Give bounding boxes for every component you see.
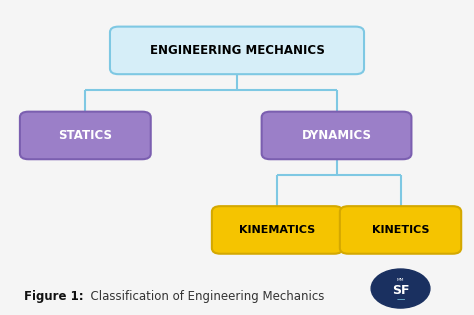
FancyBboxPatch shape [262,112,411,159]
Circle shape [371,269,430,308]
FancyBboxPatch shape [340,206,461,254]
Text: Figure 1:: Figure 1: [24,290,83,303]
FancyBboxPatch shape [110,27,364,74]
Text: STATICS: STATICS [58,129,112,142]
FancyBboxPatch shape [212,206,343,254]
Text: ENGINEERING MECHANICS: ENGINEERING MECHANICS [150,44,324,57]
Text: SF: SF [392,284,409,297]
Text: KINEMATICS: KINEMATICS [239,225,315,235]
FancyBboxPatch shape [20,112,151,159]
Text: —: — [396,295,405,304]
Text: KINETICS: KINETICS [372,225,429,235]
Text: DYNAMICS: DYNAMICS [301,129,372,142]
Text: ᴹᴹ: ᴹᴹ [397,279,404,285]
Text: Classification of Engineering Mechanics: Classification of Engineering Mechanics [83,290,324,303]
